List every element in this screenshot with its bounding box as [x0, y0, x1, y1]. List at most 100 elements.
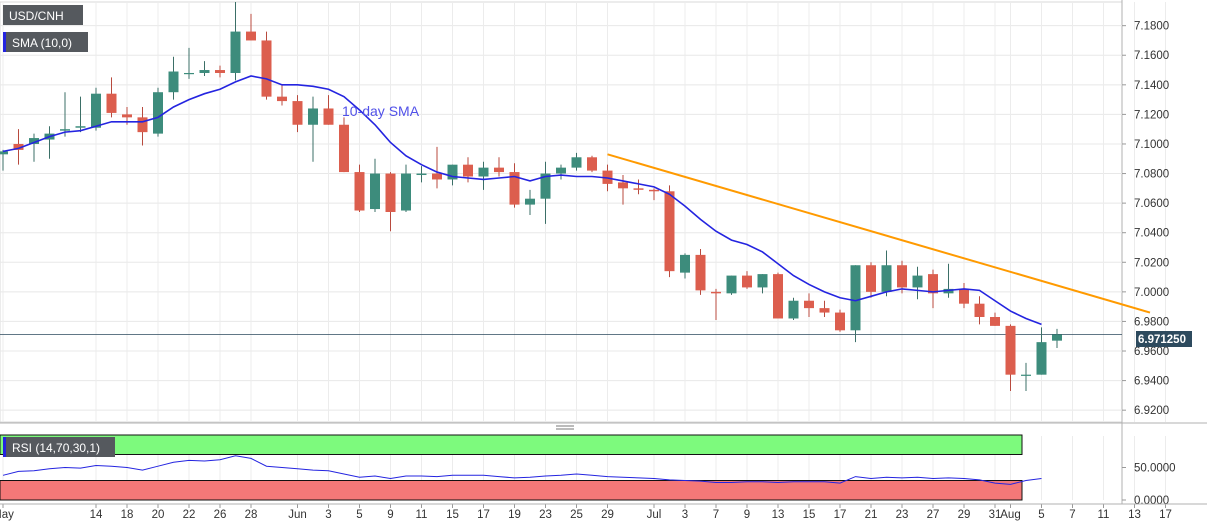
candle-body — [168, 71, 179, 93]
price-pane-border — [0, 1, 1123, 423]
candle — [261, 31, 272, 100]
candle — [106, 77, 117, 118]
x-tick-label: 15 — [446, 509, 459, 521]
candle-body — [912, 275, 923, 288]
candle-body — [106, 93, 117, 113]
last-price-label: 6.971250 — [1138, 334, 1186, 346]
candle-body — [556, 167, 566, 174]
candle-body — [618, 182, 628, 189]
candle — [695, 248, 706, 295]
price-axis[interactable]: 7.1800 7.1600 7.1400 7.1200 7.1000 7.0800 7.06… — [1122, 21, 1169, 418]
candle — [912, 266, 923, 300]
candle — [75, 96, 86, 133]
x-tick-label: 5 — [356, 509, 362, 521]
candle-body — [91, 93, 101, 128]
x-tick-label: 11 — [1098, 509, 1110, 521]
candle-body — [819, 308, 830, 313]
x-tick-label: 28 — [245, 509, 258, 521]
candle — [897, 260, 907, 294]
candle — [416, 166, 427, 183]
x-tick-label: Jun — [288, 509, 307, 521]
candle-body — [509, 172, 520, 205]
candle-body — [447, 164, 458, 180]
candle — [494, 157, 504, 177]
candle — [788, 297, 799, 320]
y-tick-label: 6.9200 — [1134, 405, 1169, 417]
candle — [819, 300, 830, 317]
candle-body — [215, 70, 225, 73]
candle — [866, 262, 876, 298]
candle-body — [726, 275, 737, 294]
candle-body — [370, 173, 380, 210]
candle — [974, 296, 985, 325]
candle-body — [153, 92, 163, 134]
y-tick-label: 7.0200 — [1134, 257, 1169, 269]
rsi-overbought-zone — [0, 434, 1023, 455]
rsi-badge-color-swatch — [3, 437, 6, 457]
x-tick-label: 29 — [958, 509, 971, 521]
candle — [370, 158, 380, 212]
x-tick-label: 13 — [772, 509, 785, 521]
candle-body — [664, 191, 675, 272]
x-tick-label: 7 — [713, 509, 719, 521]
y-tick-label: 7.0000 — [1134, 287, 1169, 299]
candle-body — [680, 254, 690, 273]
y-tick-label: 7.1600 — [1134, 50, 1169, 62]
sma-badge[interactable] — [3, 32, 88, 52]
candle — [308, 96, 318, 162]
candle — [618, 175, 628, 205]
candle — [757, 274, 768, 294]
candle-body — [137, 117, 148, 133]
candle — [742, 271, 752, 289]
y-tick-label: 7.0400 — [1134, 228, 1169, 240]
sma-line — [2, 75, 1042, 326]
y-tick-label: 7.0800 — [1134, 169, 1169, 181]
candle — [60, 92, 70, 137]
x-tick-label: 27 — [927, 509, 940, 521]
candle — [184, 47, 194, 79]
candle — [277, 84, 287, 106]
symbol-badge[interactable] — [3, 5, 83, 25]
candle — [1052, 328, 1062, 349]
time-axis[interactable]: May 14 18 20 22 26 28 Jun 3 5 9 11 15 17 19 23 25 29 Jul 3 7… — [0, 503, 1207, 521]
candle-body — [277, 96, 287, 102]
candle-body — [990, 317, 1000, 326]
candle-body — [649, 189, 659, 192]
candle — [664, 185, 675, 278]
candle-body — [850, 265, 861, 331]
rsi-badge-label: RSI (14,70,30,1) — [12, 441, 100, 455]
candle-body — [0, 151, 8, 155]
candle-body — [292, 101, 303, 125]
candle — [199, 61, 210, 76]
candle-body — [866, 265, 876, 292]
panel-resize-handle[interactable] — [556, 425, 574, 430]
candle — [804, 293, 814, 317]
sma-badge-label: SMA (10,0) — [12, 36, 72, 50]
x-tick-label: 11 — [416, 509, 428, 521]
rsi-badge[interactable] — [3, 437, 115, 457]
candle-body — [1052, 334, 1062, 341]
candle — [680, 253, 690, 279]
rsi-panel: 50.0000 0.0000 — [0, 434, 1176, 507]
x-tick-label: 23 — [896, 509, 909, 521]
candle — [432, 146, 442, 189]
candle — [215, 65, 225, 78]
candle — [835, 309, 845, 332]
rsi-tick-label: 50.0000 — [1134, 463, 1176, 475]
x-tick-label: 3 — [682, 509, 688, 521]
candle-body — [742, 275, 752, 288]
x-tick-label: Aug — [1000, 509, 1020, 521]
candle-body — [75, 126, 86, 128]
x-tick-label: 13 — [1128, 509, 1141, 521]
rsi-line — [2, 455, 1042, 485]
candle-body — [60, 129, 70, 131]
candle-body — [711, 291, 721, 294]
x-tick-label: 31 — [989, 509, 1002, 521]
candle — [726, 275, 737, 295]
candle-body — [261, 40, 272, 97]
candle-body — [897, 265, 907, 288]
candle — [525, 189, 535, 215]
x-tick-label: 29 — [601, 509, 614, 521]
candle — [401, 164, 411, 212]
